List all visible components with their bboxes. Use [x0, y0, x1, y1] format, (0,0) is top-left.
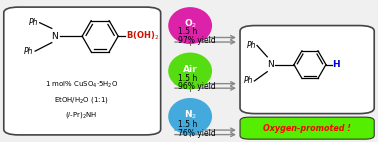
Text: Ph: Ph [28, 18, 38, 27]
Text: Oxygen-promoted !: Oxygen-promoted ! [263, 124, 351, 133]
Text: 1 mol% CuSO$_4$·5H$_2$O: 1 mol% CuSO$_4$·5H$_2$O [45, 80, 118, 90]
FancyBboxPatch shape [240, 117, 374, 139]
Text: N$_2$: N$_2$ [184, 109, 197, 121]
FancyBboxPatch shape [240, 26, 374, 114]
Text: 96% yield: 96% yield [178, 82, 215, 91]
Text: O$_2$: O$_2$ [184, 18, 197, 30]
Text: Air: Air [183, 65, 197, 74]
Text: 76% yield: 76% yield [178, 129, 215, 138]
Text: 97% yield: 97% yield [178, 36, 215, 45]
Text: N: N [267, 60, 274, 69]
Ellipse shape [168, 98, 212, 135]
Text: ($i$-Pr)$_2$NH: ($i$-Pr)$_2$NH [65, 110, 97, 120]
Text: Ph: Ph [24, 47, 33, 56]
Text: N: N [51, 32, 58, 41]
Text: 1.5 h: 1.5 h [178, 74, 197, 83]
Text: EtOH/H$_2$O (1:1): EtOH/H$_2$O (1:1) [54, 95, 108, 105]
Text: 1.5 h: 1.5 h [178, 27, 197, 36]
FancyBboxPatch shape [4, 7, 161, 135]
Text: Ph: Ph [246, 41, 256, 50]
Text: Ph: Ph [244, 76, 253, 85]
Ellipse shape [168, 7, 212, 44]
Text: 1.5 h: 1.5 h [178, 120, 197, 129]
Text: H: H [332, 60, 340, 69]
Text: B(OH)$_2$: B(OH)$_2$ [126, 30, 159, 42]
Ellipse shape [168, 53, 212, 89]
